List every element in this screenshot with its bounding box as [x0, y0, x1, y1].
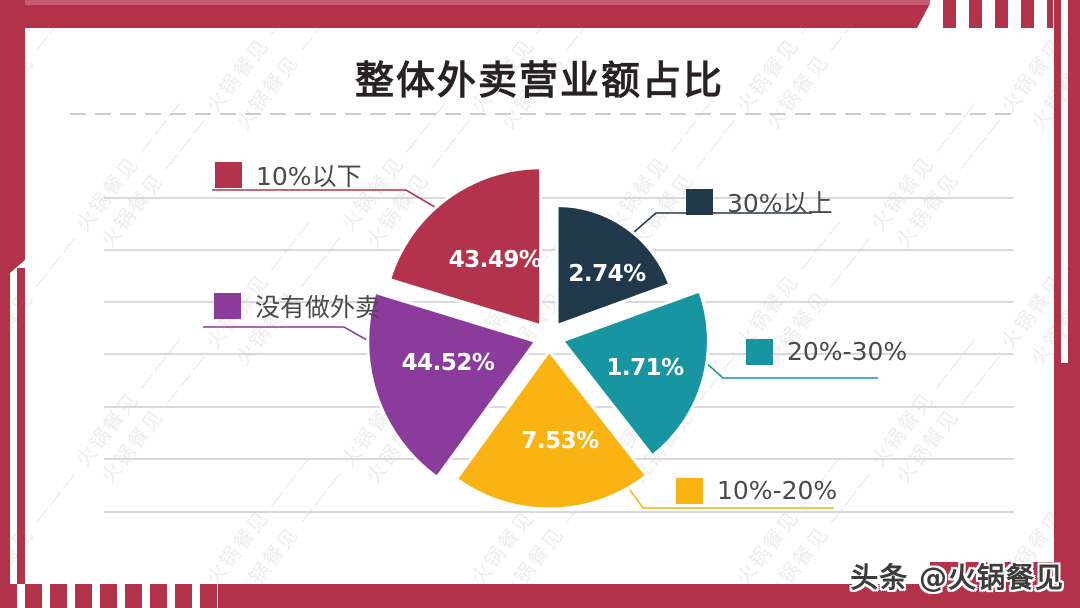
pie-slice-3 [366, 290, 538, 479]
frame-left-stripe-1 [0, 268, 10, 608]
pie-value-label: 2.74% [568, 261, 646, 287]
legend-item: 10%-20% [676, 476, 837, 505]
frame-top-stripes [930, 0, 1053, 28]
legend-item: 30%以上 [686, 184, 833, 220]
frame-bottom-bar [218, 584, 1080, 608]
pie-value-label: 1.71% [606, 355, 684, 381]
frame-right-inner-bar [1054, 0, 1061, 608]
pie-slice-2 [454, 349, 649, 511]
pie-slice-group [366, 166, 710, 511]
legend-item: 没有做外卖 [214, 288, 380, 324]
legend-label: 10%-20% [717, 476, 838, 505]
legend-swatch [746, 338, 773, 365]
credit-text: 头条 @火锅餐见 [850, 561, 1064, 594]
pie-value-label: 43.49% [449, 247, 542, 273]
frame-bottom-right-block [930, 562, 1080, 586]
pie-label-group: 2.74% 1.71% 7.53% 44.52% 43.49% [402, 247, 685, 454]
legend-label: 30%以上 [727, 189, 833, 218]
legend-item: 10%以下 [215, 157, 362, 193]
pie-slice-0 [555, 204, 672, 328]
leader-line [633, 212, 812, 233]
leader-line [203, 326, 375, 345]
legend-swatch [676, 477, 703, 504]
leader-line [703, 360, 878, 379]
frame-left-bar [0, 0, 25, 273]
frame-bottom-stripes [0, 584, 218, 608]
leader-line [629, 489, 834, 509]
pie-value-label: 44.52% [402, 350, 495, 376]
frame-top-bar [0, 0, 932, 28]
legend-label: 10%以下 [256, 162, 362, 191]
pie-slice-1 [560, 289, 710, 458]
legend-item: 20%-30% [746, 337, 907, 366]
pie-slice-4 [388, 166, 543, 328]
legend-swatch [215, 162, 242, 188]
legend-swatch [214, 293, 241, 319]
leader-line [212, 189, 451, 217]
legend-label: 没有做外卖 [255, 293, 381, 322]
legend-swatch [686, 189, 713, 215]
chart-title: 整体外卖营业额占比 [354, 59, 724, 104]
frame-left-stripe-2 [17, 268, 25, 608]
legend-label: 20%-30% [787, 337, 908, 366]
pie-value-label: 7.53% [521, 428, 599, 454]
